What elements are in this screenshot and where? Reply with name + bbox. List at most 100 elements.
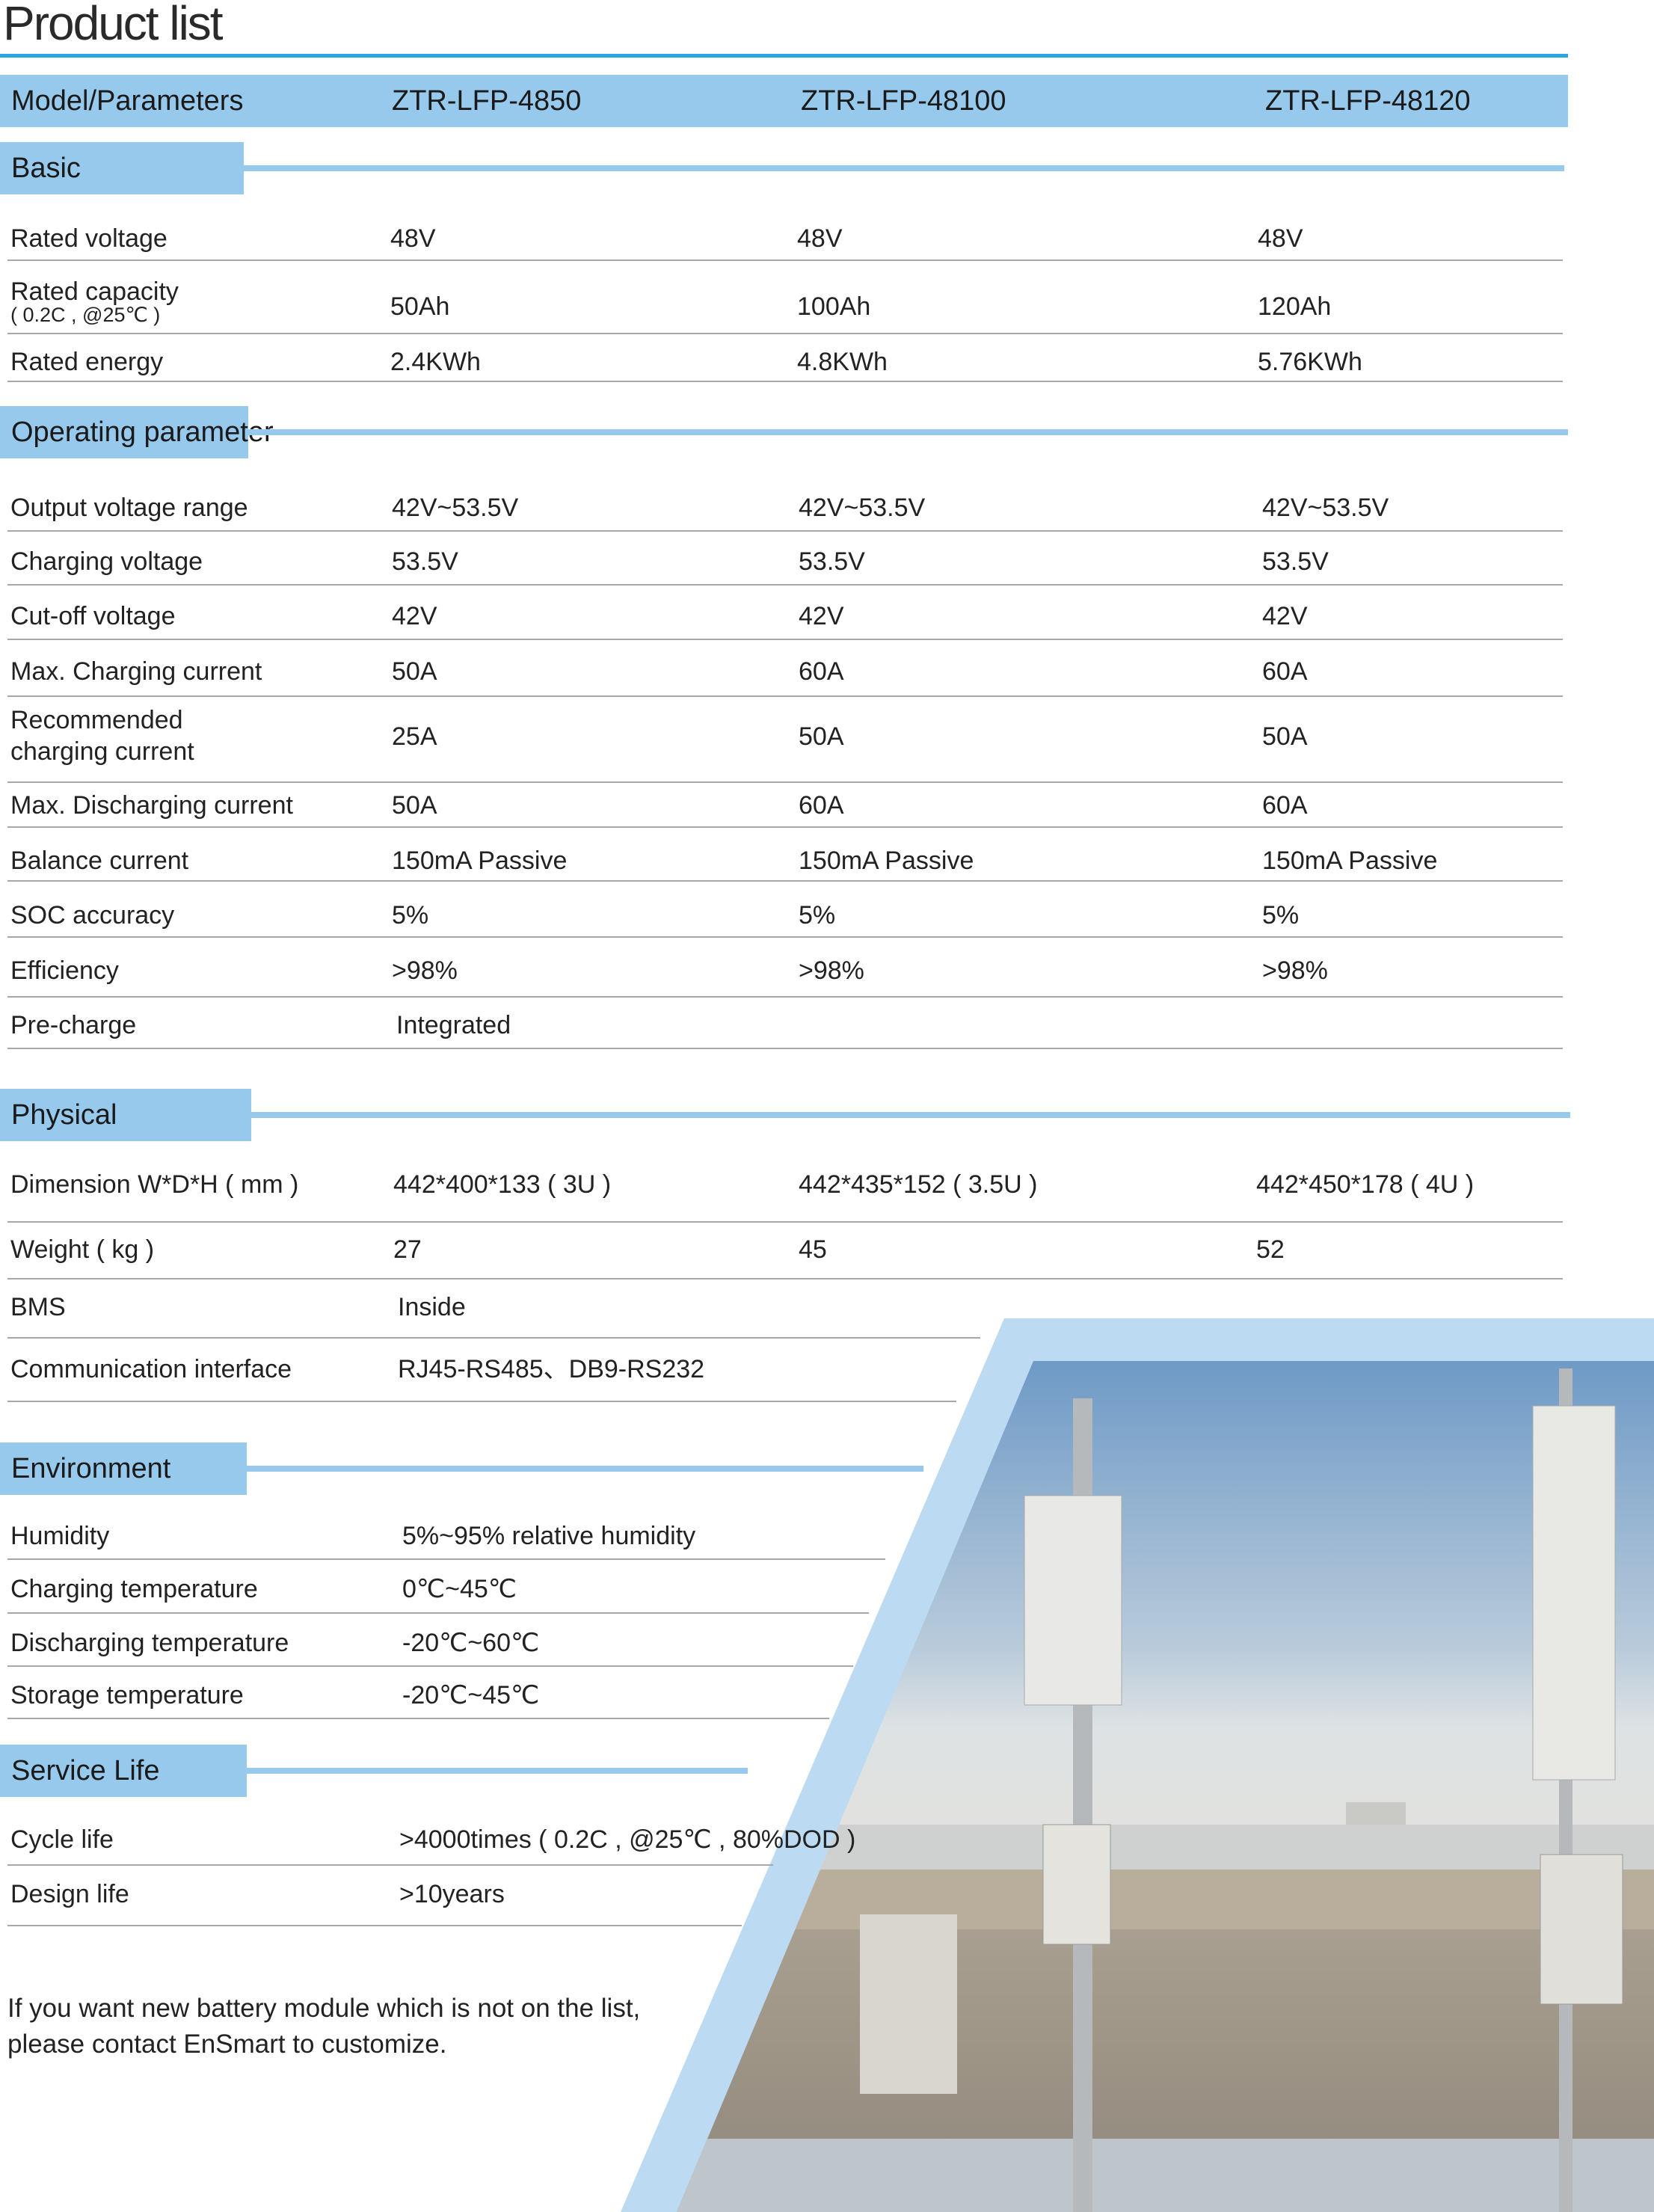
section-divider: [247, 1768, 748, 1774]
row-value: 60A: [1262, 657, 1308, 686]
row-value: 4.8KWh: [797, 348, 888, 376]
section-divider: [247, 1466, 923, 1472]
row-label: Balance current: [10, 847, 189, 875]
row-value: 27: [393, 1235, 422, 1264]
header-model-1: ZTR-LFP-4850: [392, 85, 582, 117]
section-divider: [248, 429, 1568, 435]
row-value: 60A: [1262, 791, 1308, 820]
row-divider: [7, 1612, 869, 1614]
row-label: Storage temperature: [10, 1681, 244, 1709]
row-value: 60A: [799, 657, 844, 686]
row-value: 50A: [799, 722, 844, 751]
section-header: Physical: [0, 1089, 251, 1141]
header-label: Model/Parameters: [11, 85, 244, 117]
row-divider: [7, 333, 1563, 334]
row-divider: [7, 381, 1563, 382]
row-value: 60A: [799, 791, 844, 820]
row-value: >4000times ( 0.2C , @25℃ , 80%DOD ): [399, 1825, 856, 1854]
row-label: Rated capacity: [10, 277, 179, 306]
row-value: 2.4KWh: [390, 348, 481, 376]
row-value: -20℃~45℃: [402, 1681, 540, 1709]
title-underline: [0, 54, 1568, 58]
row-divider: [7, 1337, 980, 1339]
row-value: 150mA Passive: [799, 847, 974, 875]
row-divider: [7, 781, 1563, 783]
row-value: Inside: [398, 1293, 466, 1321]
row-value: 5%: [1262, 901, 1300, 930]
row-divider: [7, 1718, 829, 1719]
row-value: 5%: [392, 901, 429, 930]
row-value: 50A: [392, 657, 437, 686]
row-divider: [7, 880, 1563, 882]
row-label: SOC accuracy: [10, 901, 175, 930]
row-value: 42V~53.5V: [392, 494, 519, 522]
page-title: Product list: [3, 0, 224, 50]
row-value: RJ45-RS485、DB9-RS232: [398, 1355, 705, 1383]
header-model-3: ZTR-LFP-48120: [1265, 85, 1471, 117]
row-value: 5%~95% relative humidity: [402, 1522, 696, 1550]
section-title: Physical: [11, 1099, 117, 1131]
footer-line-1: If you want new battery module which is …: [7, 1994, 641, 2023]
row-divider: [7, 826, 1563, 828]
row-value: 150mA Passive: [392, 847, 568, 875]
section-title: Operating parameter: [11, 417, 274, 448]
section-title: Environment: [11, 1453, 171, 1484]
row-value: 48V: [797, 224, 843, 253]
footer-line-2: please contact EnSmart to customize.: [7, 2030, 447, 2059]
row-value: >98%: [799, 956, 864, 985]
row-value: 5.76KWh: [1258, 348, 1362, 376]
row-value: Integrated: [396, 1011, 511, 1039]
row-value: 25A: [392, 722, 437, 751]
row-label: Efficiency: [10, 956, 119, 985]
row-divider: [7, 1864, 773, 1866]
row-label: Max. Discharging current: [10, 791, 293, 820]
section-header: Service Life: [0, 1745, 247, 1797]
row-divider: [7, 1048, 1563, 1049]
row-label: Max. Charging current: [10, 657, 262, 686]
section-title: Basic: [11, 153, 81, 184]
section-header: Operating parameter: [0, 406, 274, 458]
row-label: Output voltage range: [10, 494, 248, 522]
row-sublabel: charging current: [10, 737, 194, 766]
row-label: Weight ( kg ): [10, 1235, 155, 1264]
row-divider: [7, 259, 1563, 261]
row-value: 150mA Passive: [1262, 847, 1438, 875]
row-label: Rated energy: [10, 348, 164, 376]
row-value: 52: [1256, 1235, 1285, 1264]
row-value: -20℃~60℃: [402, 1629, 540, 1657]
row-label: Rated voltage: [10, 224, 167, 253]
row-value: 53.5V: [392, 547, 458, 576]
row-value: 48V: [1258, 224, 1303, 253]
row-value: 42V: [1262, 602, 1308, 630]
header-model-2: ZTR-LFP-48100: [801, 85, 1006, 117]
row-divider: [7, 639, 1563, 640]
section-divider: [244, 165, 1564, 171]
row-label: Recommended: [10, 706, 183, 734]
row-divider: [7, 1221, 1563, 1223]
row-label: Communication interface: [10, 1355, 292, 1383]
row-value: 42V: [392, 602, 437, 630]
row-divider: [7, 1665, 853, 1667]
row-divider: [7, 1558, 885, 1560]
row-value: 120Ah: [1258, 292, 1332, 321]
row-value: 42V: [799, 602, 844, 630]
row-label: Cut-off voltage: [10, 602, 176, 630]
row-divider: [7, 1401, 956, 1402]
row-value: 0℃~45℃: [402, 1575, 517, 1603]
row-value: 5%: [799, 901, 836, 930]
row-label: Discharging temperature: [10, 1629, 289, 1657]
row-label: Pre-charge: [10, 1011, 137, 1039]
row-value: 42V~53.5V: [799, 494, 926, 522]
row-label: Charging voltage: [10, 547, 203, 576]
row-divider: [7, 584, 1563, 586]
row-divider: [7, 996, 1563, 998]
section-title: Service Life: [11, 1755, 160, 1787]
row-divider: [7, 695, 1563, 697]
row-value: 442*400*133 ( 3U ): [393, 1170, 612, 1199]
table-header: Model/Parameters ZTR-LFP-4850 ZTR-LFP-48…: [0, 75, 1568, 127]
row-value: 42V~53.5V: [1262, 494, 1389, 522]
row-value: >98%: [392, 956, 458, 985]
row-divider: [7, 1925, 742, 1926]
row-value: 442*435*152 ( 3.5U ): [799, 1170, 1038, 1199]
row-value: 442*450*178 ( 4U ): [1256, 1170, 1475, 1199]
